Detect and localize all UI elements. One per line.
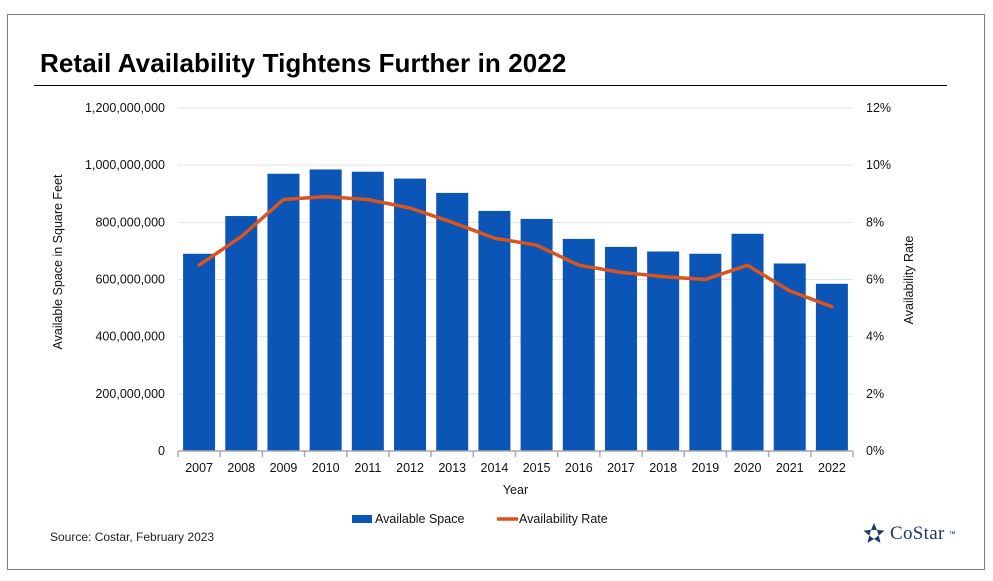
legend-label-availability-rate: Availability Rate — [519, 512, 608, 526]
bar — [647, 251, 680, 451]
y-tick-label: 400,000,000 — [95, 330, 165, 344]
legend: Available Space Availability Rate — [352, 512, 608, 526]
y2-tick-label: 12% — [866, 101, 891, 115]
x-tick-label: 2016 — [565, 461, 593, 475]
y-tick-label: 600,000,000 — [95, 273, 165, 287]
bar — [436, 192, 469, 451]
source-note: Source: Costar, February 2023 — [50, 530, 215, 544]
line-series-availability-rate — [197, 194, 834, 309]
bar — [604, 246, 637, 451]
bar — [394, 178, 427, 451]
x-tick-label: 2009 — [270, 461, 298, 475]
bar — [225, 216, 258, 451]
x-tick-label: 2021 — [776, 461, 804, 475]
bar — [562, 238, 595, 451]
y2-tick-label: 10% — [866, 158, 891, 172]
x-tick-label: 2022 — [818, 461, 846, 475]
costar-logo: CoStar ™ — [862, 522, 956, 546]
axis-labels: 0 0% 200,000,000 2% 400,000,000 4% 600,000,000… — [51, 101, 916, 497]
bar — [815, 283, 848, 451]
x-tick-label: 2014 — [481, 461, 509, 475]
logo-wordmark: CoStar — [890, 523, 945, 544]
x-tick-label: 2020 — [734, 461, 762, 475]
y-tick-label: 1,200,000,000 — [85, 101, 165, 115]
x-tick-label: 2013 — [438, 461, 466, 475]
availability-rate-line — [197, 194, 834, 309]
x-tick-label: 2012 — [396, 461, 424, 475]
x-tick-label: 2010 — [312, 461, 340, 475]
y-tick-label: 1,000,000,000 — [85, 158, 165, 172]
chart-title: Retail Availability Tightens Further in … — [40, 48, 567, 78]
bar — [689, 253, 722, 451]
logo-trademark: ™ — [948, 530, 956, 538]
y-tick-label: 0 — [158, 444, 165, 458]
bar-series-available-space — [183, 169, 848, 451]
y-tick-label: 200,000,000 — [95, 387, 165, 401]
bar — [478, 210, 511, 451]
y2-tick-label: 4% — [866, 330, 884, 344]
y-tick-label: 800,000,000 — [95, 215, 165, 229]
y2-tick-label: 8% — [866, 215, 884, 229]
axes — [177, 450, 854, 457]
y2-tick-label: 0% — [866, 444, 884, 458]
title-underline — [34, 85, 947, 86]
x-axis-title: Year — [503, 483, 528, 497]
legend-label-available-space: Available Space — [375, 512, 464, 526]
x-tick-label: 2007 — [185, 461, 213, 475]
x-tick-label: 2019 — [691, 461, 719, 475]
bar — [309, 169, 342, 451]
y-axis-title: Available Space in Square Feet — [51, 174, 65, 349]
y2-tick-label: 6% — [866, 273, 884, 287]
y2-axis-title: Availability Rate — [902, 236, 916, 325]
x-tick-label: 2015 — [523, 461, 551, 475]
bar — [183, 253, 216, 451]
legend-swatch-available-space — [352, 515, 372, 523]
x-tick-label: 2011 — [354, 461, 381, 475]
y2-tick-label: 2% — [866, 387, 884, 401]
costar-star-icon — [863, 523, 885, 543]
bar — [351, 171, 384, 451]
x-tick-label: 2017 — [607, 461, 635, 475]
x-tick-label: 2008 — [227, 461, 255, 475]
bar — [520, 218, 553, 451]
x-tick-label: 2018 — [649, 461, 677, 475]
bar — [267, 173, 300, 451]
